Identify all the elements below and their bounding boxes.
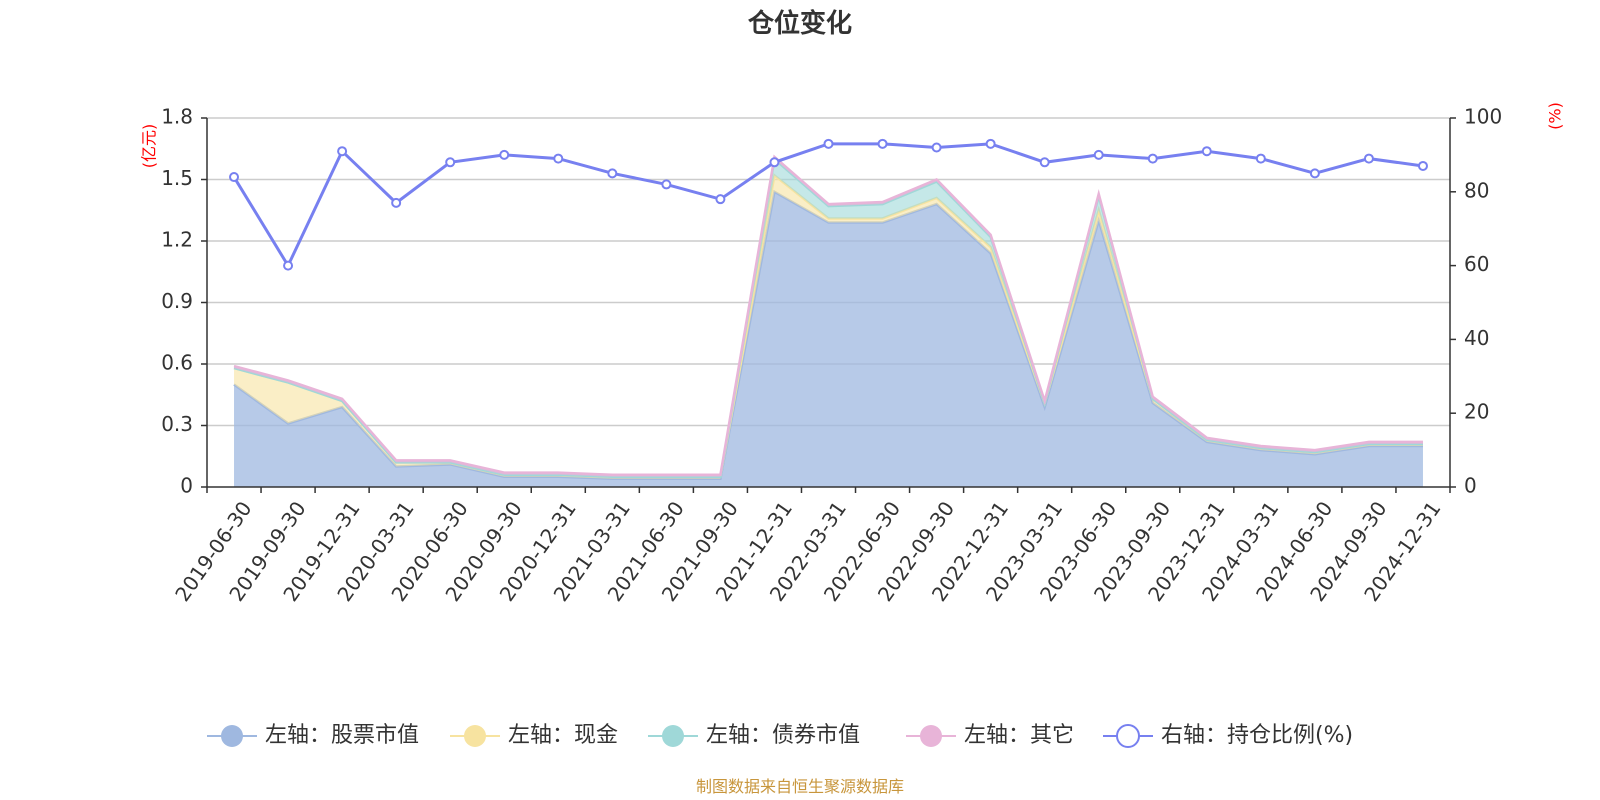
holding-ratio-point	[1363, 153, 1374, 164]
legend-item-1: 左轴：股票市值	[207, 723, 419, 748]
right-axis-unit: (%)	[1546, 102, 1565, 130]
holding-ratio-point	[607, 168, 618, 179]
right-axis-tick-label: 80	[1464, 178, 1489, 202]
holding-ratio-point	[445, 157, 456, 168]
holding-ratio-point	[715, 194, 726, 205]
holding-ratio-point	[1147, 153, 1158, 164]
holding-ratio-point	[553, 153, 564, 164]
holding-ratio-point	[661, 179, 672, 190]
legend: 左轴：股票市值 左轴：现金 左轴：债券市值 左轴：其它 右轴：持仓比例(%)	[207, 723, 1353, 748]
holding-ratio-line	[229, 138, 1428, 271]
left-axis-tick-label: 0.3	[161, 412, 193, 436]
holding-ratio-point	[1201, 146, 1212, 157]
legend-item-4: 左轴：其它	[906, 723, 1074, 748]
left-axis-tick-label: 1.8	[161, 105, 193, 129]
holding-ratio-point	[1417, 160, 1428, 171]
holding-ratio-point	[1309, 168, 1320, 179]
holding-ratio-point	[1093, 149, 1104, 160]
left-axis-tick-label: 0	[180, 474, 193, 498]
holding-ratio-point	[229, 172, 240, 183]
legend-marker	[662, 725, 684, 747]
holding-ratio-point	[1039, 157, 1050, 168]
data-source-note: 制图数据来自恒生聚源数据库	[696, 777, 904, 796]
holding-ratio-point	[985, 138, 996, 149]
legend-label: 左轴：其它	[964, 723, 1074, 748]
right-axis-tick-label: 40	[1464, 326, 1489, 350]
right-axis-tick-label: 0	[1464, 474, 1477, 498]
legend-item-5: 右轴：持仓比例(%)	[1103, 723, 1353, 748]
left-axis-tick-label: 1.2	[161, 228, 193, 252]
legend-item-3: 左轴：债券市值	[648, 723, 860, 748]
area-series-1	[234, 191, 1423, 488]
right-axis-tick-label: 100	[1464, 105, 1502, 129]
stacked-areas	[233, 154, 1423, 488]
holding-ratio-point	[1255, 153, 1266, 164]
area-series-4-edge	[233, 154, 1423, 476]
holding-ratio-point	[877, 138, 888, 149]
right-axis-tick-label: 20	[1464, 400, 1489, 424]
holding-ratio-point	[337, 146, 348, 157]
chart-title: 仓位变化	[747, 8, 852, 39]
holding-ratio-point	[391, 197, 402, 208]
legend-label: 左轴：股票市值	[265, 723, 419, 748]
legend-item-2: 左轴：现金	[450, 723, 618, 748]
legend-marker	[464, 725, 486, 747]
holding-ratio-point	[499, 149, 510, 160]
legend-label: 右轴：持仓比例(%)	[1161, 723, 1353, 748]
holding-ratio-point	[283, 260, 294, 271]
holding-ratio-point	[931, 142, 942, 153]
left-axis-unit: (亿元)	[140, 124, 159, 169]
legend-marker	[221, 725, 243, 747]
legend-marker	[1116, 724, 1140, 748]
legend-label: 左轴：债券市值	[706, 723, 860, 748]
left-axis-tick-label: 0.9	[161, 289, 193, 313]
left-axis-tick-label: 1.5	[161, 166, 193, 190]
legend-label: 左轴：现金	[508, 723, 618, 748]
holding-ratio-point	[769, 157, 780, 168]
holding-ratio-point	[823, 138, 834, 149]
legend-marker	[920, 725, 942, 747]
right-axis-tick-label: 60	[1464, 252, 1489, 276]
left-axis-tick-label: 0.6	[161, 351, 193, 375]
